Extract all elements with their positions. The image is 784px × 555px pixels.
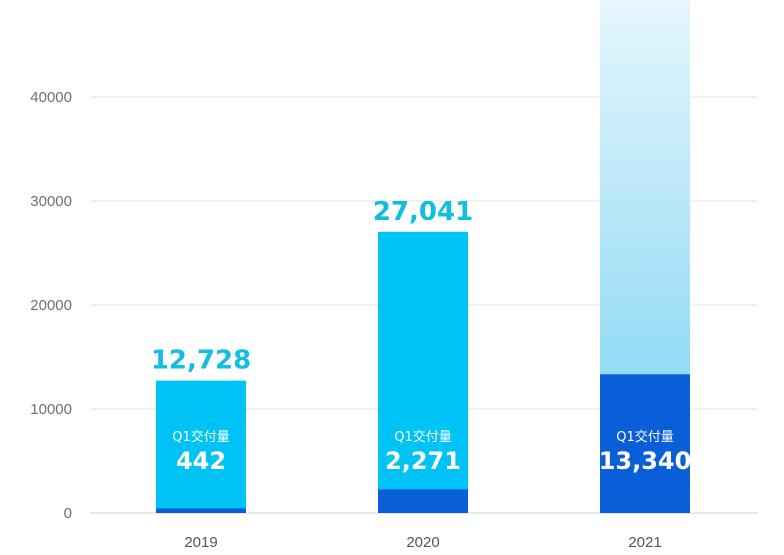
data-label-q1-2019: 442 — [176, 447, 226, 475]
x-tick-label: 2021 — [628, 534, 661, 551]
y-tick-label: 30000 — [30, 193, 72, 210]
bar-total-2020 — [378, 231, 468, 513]
bar-q1-2021 — [600, 374, 690, 513]
x-axis-ticks: 2019 2020 2021 — [184, 534, 661, 551]
y-tick-label: 20000 — [30, 297, 72, 314]
y-tick-label: 40000 — [30, 89, 72, 106]
bar-caption-2020: Q1交付量 — [394, 429, 452, 445]
bar-q1-2019 — [156, 508, 246, 513]
bar-q1-2020 — [378, 489, 468, 513]
bar-total-2019 — [156, 380, 246, 513]
y-tick-label: 0 — [64, 505, 72, 522]
y-axis-ticks: 0 10000 20000 30000 40000 — [30, 89, 72, 522]
x-tick-label: 2020 — [406, 534, 439, 551]
bars — [156, 0, 690, 513]
data-label-total-2019: 12,728 — [151, 346, 251, 376]
bar-caption-2021: Q1交付量 — [616, 429, 674, 445]
data-label-total-2020: 27,041 — [373, 197, 473, 227]
bar-caption-2019: Q1交付量 — [172, 429, 230, 445]
x-tick-label: 2019 — [184, 534, 217, 551]
data-label-q1-2020: 2,271 — [385, 447, 461, 475]
y-tick-label: 10000 — [30, 401, 72, 418]
data-labels: 12,728 Q1交付量 442 27,041 Q1交付量 2,271 Q1交付量 13,34… — [151, 197, 691, 475]
data-label-q1-2021: 13,340 — [599, 447, 692, 475]
